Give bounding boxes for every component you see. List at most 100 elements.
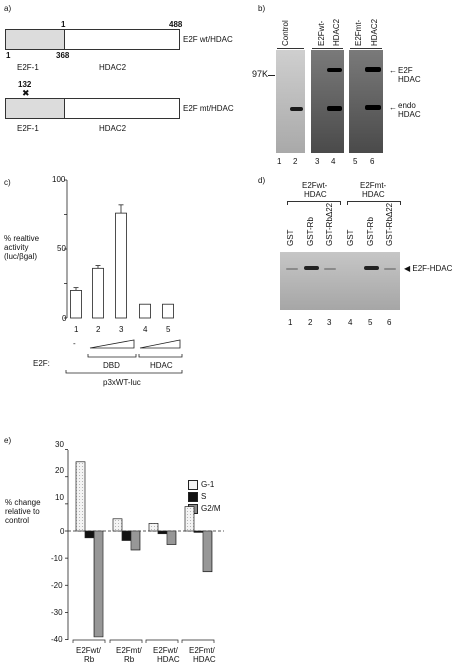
lane-number-b-3: 3 — [315, 157, 320, 166]
e-ytick-neg20: -20 — [51, 581, 63, 590]
wt-hdac-label: HDAC2 — [99, 63, 127, 72]
wt-junction-label: 368 — [56, 51, 70, 60]
d-lane-number-6: 6 — [387, 318, 392, 327]
d-band-lane3 — [324, 268, 336, 270]
d-lane-number-4: 4 — [348, 318, 353, 327]
c-bar-4 — [139, 303, 151, 319]
c-reporter-label: p3xWT-luc — [103, 378, 141, 387]
d-band-lane6 — [384, 268, 396, 270]
e-legend-swatch-g1 — [188, 480, 198, 490]
d-lane-number-5: 5 — [368, 318, 373, 327]
e-bar-g-1-group1 — [75, 461, 86, 532]
e-group2-line2: Rb — [124, 655, 135, 664]
marker-97k-tick — [268, 75, 275, 76]
lane-bracket-control — [277, 48, 304, 49]
e-ytick-20: 20 — [55, 466, 64, 475]
band-endo-lane2 — [290, 107, 303, 111]
d-band-lane5 — [364, 266, 379, 270]
d-band-lane2 — [304, 266, 319, 270]
e-legend-label-g1: G-1 — [201, 480, 215, 489]
e-group-bracket-1 — [72, 639, 106, 643]
e-legend-label-g2m: G2/M — [201, 504, 221, 513]
e-ytick-neg40: -40 — [51, 635, 63, 644]
c-wedge-hdac — [139, 339, 181, 349]
c-ytick-0: 0 — [62, 314, 67, 323]
band-fusion-lane4 — [327, 68, 342, 72]
e-bar-g2m-group3 — [166, 530, 177, 545]
c-ylabel-line2: activity — [4, 243, 29, 252]
panel-e-label: e) — [4, 436, 12, 445]
c-wedge-dbd — [89, 339, 135, 349]
d-band-label: ◀ E2F-HDAC — [404, 264, 453, 273]
label-hdac-endo: HDAC — [398, 110, 421, 119]
e-group-bracket-3 — [145, 639, 179, 643]
e-ytick-10: 10 — [55, 493, 64, 502]
c-lane-number-5: 5 — [166, 325, 171, 334]
e-bar-g2m-group4 — [202, 530, 213, 573]
e-bar-s-group4 — [193, 530, 204, 533]
e-ytick-neg30: -30 — [51, 608, 63, 617]
c-ytick-100: 100 — [52, 175, 66, 184]
panel-d-label: d) — [258, 176, 266, 185]
arrow-fusion-icon: ← — [389, 66, 397, 75]
mt-hdac-segment — [64, 98, 180, 119]
e-group4-line2: HDAC — [193, 655, 216, 664]
d-group2-line1: E2Fmt- — [360, 181, 387, 190]
e-group3-line1: E2Fwt/ — [153, 646, 178, 655]
mt-mutation-label: 132 — [18, 80, 32, 89]
e-ylabel-line2: relative to — [5, 507, 40, 516]
d-group2-line2: HDAC — [362, 190, 385, 199]
e-bar-g-1-group3 — [148, 523, 159, 532]
lane-bracket-e2fmt — [350, 48, 382, 49]
c-group-hdac: HDAC — [150, 361, 173, 370]
e-group-bracket-2 — [109, 639, 143, 643]
d-group1-bracket — [287, 201, 341, 205]
c-bar-5 — [162, 303, 174, 319]
c-bracket-dbd — [87, 354, 137, 358]
marker-97k-label: 97K — [252, 69, 269, 79]
e-legend-label-s: S — [201, 492, 207, 501]
mt-e2f-label: E2F-1 — [17, 124, 39, 133]
c-lane-number-2: 2 — [96, 325, 101, 334]
e-ylabel-line3: control — [5, 516, 30, 525]
wt-start-bottom-label: 1 — [6, 51, 11, 60]
e-bar-s-group2 — [121, 530, 132, 541]
band-fusion-lane6 — [365, 67, 381, 72]
mt-construct-name: E2F mt/HDAC — [183, 104, 234, 113]
e-ytick-30: 30 — [55, 440, 64, 449]
lane-number-b-2: 2 — [293, 157, 298, 166]
e-legend-swatch-s — [188, 492, 198, 502]
e-group4-line1: E2Fmt/ — [189, 646, 215, 655]
mt-hdac-label: HDAC2 — [99, 124, 127, 133]
wt-start-label: 1 — [61, 20, 66, 29]
e-group2-line1: E2Fmt/ — [116, 646, 142, 655]
e-group-bracket-4 — [181, 639, 215, 643]
d-lane-number-3: 3 — [327, 318, 332, 327]
wt-e2f-label: E2F-1 — [17, 63, 39, 72]
e-bar-s-group1 — [84, 530, 95, 539]
panel-c-label: c) — [4, 178, 11, 187]
lane-bracket-e2fwt — [312, 48, 343, 49]
label-endo: endo — [398, 101, 416, 110]
wt-end-label: 488 — [169, 20, 183, 29]
gel-d — [280, 252, 400, 310]
e-group1-line1: E2Fwt/ — [76, 646, 101, 655]
label-hdac-fusion: HDAC — [398, 75, 421, 84]
e-bar-g2m-group1 — [93, 530, 104, 638]
d-group1-line2: HDAC — [304, 190, 327, 199]
d-band-lane1 — [286, 268, 298, 270]
label-e2f-fusion: E2F — [398, 66, 413, 75]
d-lane-number-2: 2 — [308, 318, 313, 327]
c-ylabel-line3: (luc/βgal) — [4, 252, 38, 261]
panel-b-label: b) — [258, 4, 266, 13]
e-ytick-0: 0 — [60, 527, 65, 536]
c-ylabel-line1: % realtive — [4, 234, 40, 243]
c-e2f-label: E2F: — [33, 359, 50, 368]
lane-number-b-1: 1 — [277, 157, 282, 166]
e-bar-g-1-group2 — [112, 518, 123, 532]
lane-number-b-4: 4 — [331, 157, 336, 166]
d-lane-number-1: 1 — [288, 318, 293, 327]
c-lane-number-1: 1 — [74, 325, 79, 334]
